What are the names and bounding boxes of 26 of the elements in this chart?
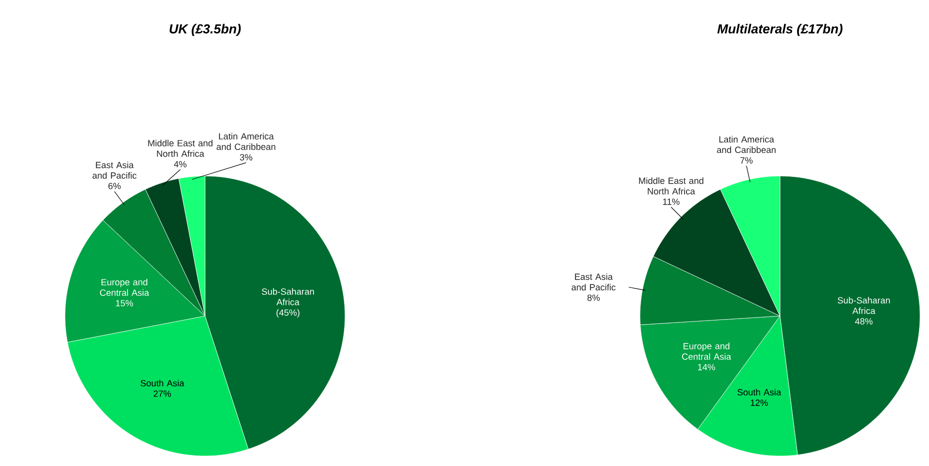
data-label: (45%) [276,309,300,318]
slice-label: Middle East and North Africa [148,140,212,157]
slice-label: Latin America and Caribbean [717,136,776,154]
data-label: 6% [108,182,121,190]
slice-label: Latin America and Caribbean [216,132,276,150]
slice-label: South Asia [738,388,782,396]
data-label: 4% [174,161,186,168]
slice-label: Europe and Central Asia [682,342,732,360]
slice-label: South Asia [140,380,184,386]
slice-label: Sub-Saharan Africa [838,296,890,314]
chart-title: Multilaterals (£17bn) [717,24,842,36]
data-label: 3% [240,154,252,160]
data-label: 48% [855,318,873,325]
data-label: 11% [663,198,680,205]
data-label: 15% [116,300,134,306]
chart-title: UK (£3.5bn) [170,24,241,36]
data-label: 7% [740,157,753,164]
slice-label: Europe and Central Asia [100,278,150,296]
data-label: 12% [750,400,768,406]
slice-label: Middle East and North Africa [639,177,704,194]
slice-label: East Asia and Pacific [92,162,136,179]
slice-label: Sub-Saharan Africa [262,288,314,306]
slice-label: East Asia and Pacific [572,273,616,290]
data-label: 8% [587,294,600,301]
data-label: 27% [154,390,171,397]
data-label: 14% [698,364,716,370]
